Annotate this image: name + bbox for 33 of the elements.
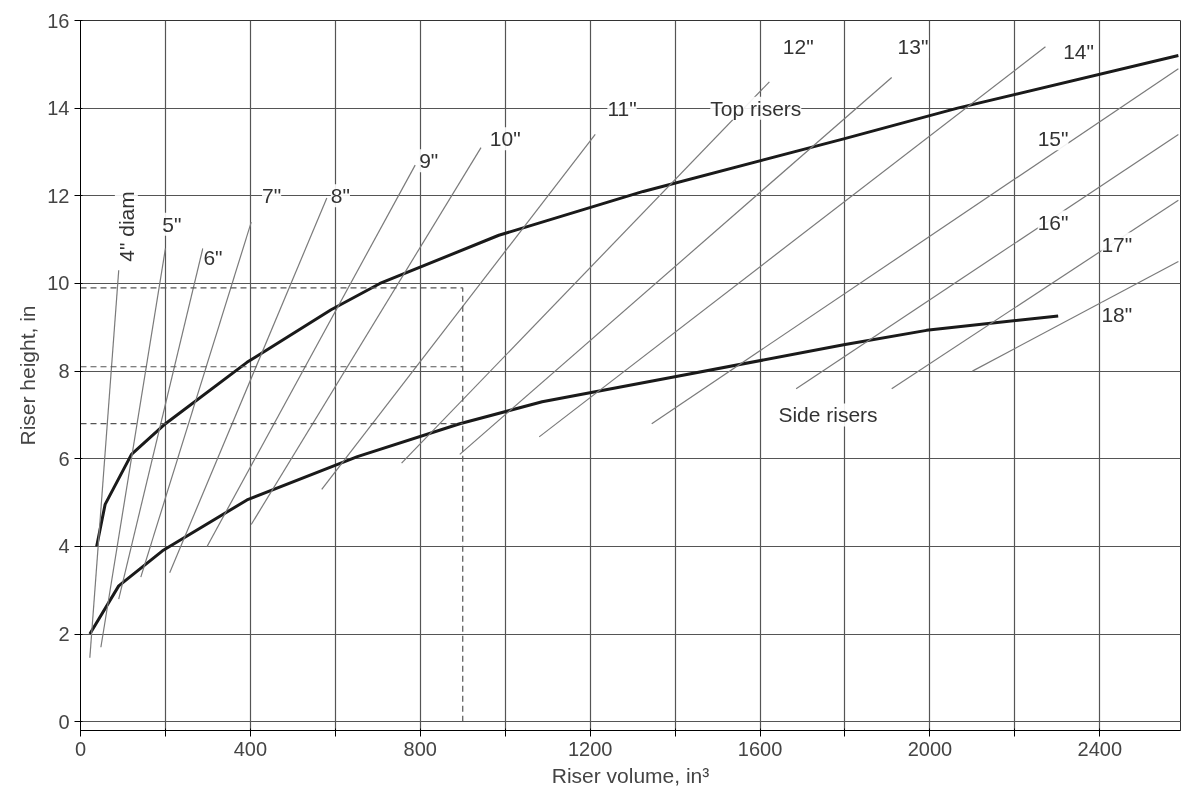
y-tick-label: 6 [58,447,70,470]
annotation: Top risers [710,96,802,120]
x-tick-label: 800 [403,737,437,760]
annotation: Side risers [778,403,878,427]
y-tick-label: 10 [47,272,70,295]
annotation: 14" [1063,39,1094,63]
y-tick-label: 16 [47,9,70,32]
y-tick-label: 4 [58,535,70,558]
annotation: 4" diam [114,191,138,262]
x-tick-label: 400 [233,737,268,760]
annotation: 18" [1101,302,1133,326]
annotation: 17" [1101,232,1133,256]
annotation: 16" [1037,210,1069,234]
x-tick-label: 0 [74,737,87,760]
annotation: 6" [203,245,223,269]
annotation: 11" [607,96,637,120]
annotation: 13" [897,35,929,59]
y-tick-label: 8 [58,360,70,383]
annotation: 10" [489,127,521,151]
x-axis-title: Riser volume, in³ [551,763,710,787]
y-tick-label: 2 [58,623,70,646]
annotation: 12" [782,35,814,59]
y-axis-title: Riser height, in [16,305,40,446]
annotation: 7" [262,184,282,208]
y-tick-label: 12 [47,184,70,207]
x-tick-label: 2400 [1077,737,1123,760]
y-tick-label: 14 [47,97,70,120]
x-tick-label: 2000 [907,737,953,760]
annotation: 15" [1037,127,1069,151]
annotation: 8" [330,184,350,208]
x-tick-label: 1200 [567,737,613,760]
y-tick-label: 0 [58,710,70,733]
x-tick-label: 1600 [737,737,783,760]
